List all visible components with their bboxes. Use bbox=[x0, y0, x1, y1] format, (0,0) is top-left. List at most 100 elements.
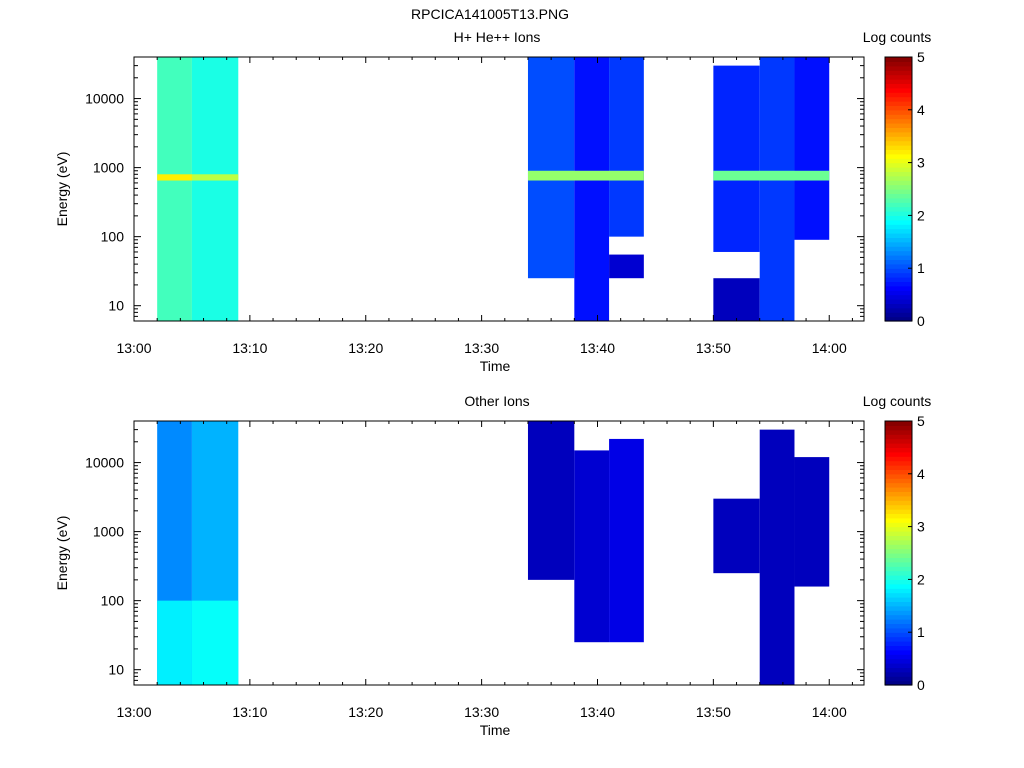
y-axis-label: Energy (eV) bbox=[54, 152, 70, 227]
x-tick-label: 13:50 bbox=[696, 340, 731, 356]
x-tick-label: 13:50 bbox=[696, 704, 731, 720]
x-tick-label: 13:20 bbox=[348, 340, 383, 356]
colorbar-segment bbox=[885, 513, 912, 519]
heatmap-cell bbox=[191, 600, 239, 685]
colorbar-segment bbox=[885, 535, 912, 541]
colorbar-segment bbox=[885, 197, 912, 203]
colorbar-segment bbox=[885, 272, 912, 278]
colorbar-segment bbox=[885, 680, 912, 686]
colorbar-segment bbox=[885, 202, 912, 208]
colorbar-segment bbox=[885, 127, 912, 133]
colorbar-segment bbox=[885, 632, 912, 638]
colorbar-segment bbox=[885, 224, 912, 230]
colorbar-tick-label: 2 bbox=[917, 207, 925, 223]
heatmap-cell bbox=[609, 254, 644, 279]
x-axis-label: Time bbox=[480, 358, 511, 374]
colorbar-segment bbox=[885, 544, 912, 550]
plot-frame bbox=[133, 56, 865, 322]
x-tick-label: 13:20 bbox=[348, 704, 383, 720]
colorbar-segment bbox=[885, 131, 912, 137]
x-tick-label: 13:40 bbox=[580, 704, 615, 720]
colorbar-segment bbox=[885, 219, 912, 225]
heatmap-cell bbox=[157, 600, 192, 685]
colorbar-segment bbox=[885, 469, 912, 475]
x-tick-label: 14:00 bbox=[812, 704, 847, 720]
colorbar-segment bbox=[885, 491, 912, 497]
colorbar-segment bbox=[885, 601, 912, 607]
other-ions-panel: Other Ions 13:00 13:10 13:20 13:30 13:40 13:5… bbox=[54, 393, 931, 738]
plot-frame bbox=[133, 420, 865, 686]
colorbar-segment bbox=[885, 522, 912, 528]
colorbar-segment bbox=[885, 237, 912, 243]
colorbar-segment bbox=[885, 460, 912, 466]
heatmap-cell bbox=[759, 429, 795, 685]
colorbar-segment bbox=[885, 623, 912, 629]
colorbar-segment bbox=[885, 123, 912, 128]
colorbar-segment bbox=[885, 149, 912, 155]
colorbar-segment bbox=[885, 658, 912, 664]
colorbar-segment bbox=[885, 645, 912, 651]
colorbar-segment bbox=[885, 189, 912, 194]
colorbar: 0 1 2 3 4 5 bbox=[884, 413, 925, 693]
colorbar-segment bbox=[885, 109, 912, 115]
heatmap-cell bbox=[527, 170, 644, 181]
colorbar-segment bbox=[885, 667, 912, 673]
colorbar-tick-label: 5 bbox=[917, 49, 925, 65]
colorbar-segment bbox=[885, 588, 912, 594]
x-tick-label: 13:00 bbox=[116, 340, 151, 356]
x-tick-label: 13:10 bbox=[232, 704, 267, 720]
hplus-heplus-panel: H+ He++ Ions 13:00 13:10 13:20 13:30 13:40 13… bbox=[54, 29, 931, 374]
y-tick-label: 10 bbox=[108, 662, 124, 678]
colorbar-segment bbox=[885, 605, 912, 611]
colorbar-tick-label: 5 bbox=[917, 413, 925, 429]
heatmap-cell bbox=[794, 57, 830, 240]
x-tick-label: 13:30 bbox=[464, 340, 499, 356]
y-tick-label: 10000 bbox=[85, 455, 124, 471]
colorbar-tick-label: 4 bbox=[917, 102, 925, 118]
colorbar-segment bbox=[885, 118, 912, 124]
colorbar-segment bbox=[885, 233, 912, 238]
colorbar-segment bbox=[885, 548, 912, 554]
colorbar-segment bbox=[885, 531, 912, 536]
colorbar-segment bbox=[885, 180, 912, 186]
colorbar-segment bbox=[885, 663, 912, 668]
colorbar-segment bbox=[885, 676, 912, 682]
colorbar-segment bbox=[885, 294, 912, 300]
colorbar-tick-label: 4 bbox=[917, 466, 925, 482]
colorbar-segment bbox=[885, 281, 912, 287]
colorbar-tick-label: 2 bbox=[917, 571, 925, 587]
colorbar-segment bbox=[885, 246, 912, 252]
colorbar-segment bbox=[885, 487, 912, 492]
heatmap-cell bbox=[713, 278, 760, 321]
heatmap-cell bbox=[609, 438, 644, 643]
colorbar-segment bbox=[885, 79, 912, 84]
axes: 13:00 13:10 13:20 13:30 13:40 13:50 14:00 10 100… bbox=[85, 56, 864, 356]
heatmap-cell bbox=[157, 174, 192, 181]
panel-title: Other Ions bbox=[464, 393, 529, 409]
colorbar-segment bbox=[885, 517, 912, 523]
heatmap-cell bbox=[574, 450, 610, 643]
colorbar-segment bbox=[885, 290, 912, 296]
heatmap-cell bbox=[713, 170, 830, 181]
colorbar-segment bbox=[885, 96, 912, 102]
heatmap-plot-area bbox=[157, 57, 830, 321]
colorbar-segment bbox=[885, 561, 912, 567]
heatmap-cell bbox=[191, 57, 239, 321]
colorbar-segment bbox=[885, 158, 912, 164]
colorbar-title: Log counts bbox=[863, 29, 932, 45]
x-tick-label: 13:30 bbox=[464, 704, 499, 720]
colorbar-segment bbox=[885, 583, 912, 589]
colorbar-segment bbox=[885, 566, 912, 572]
colorbar-segment bbox=[885, 206, 912, 212]
heatmap-cell bbox=[157, 57, 192, 321]
heatmap-cell bbox=[609, 57, 644, 237]
colorbar-frame bbox=[884, 420, 913, 686]
colorbar-segment bbox=[885, 171, 912, 177]
colorbar-segment bbox=[885, 627, 912, 633]
colorbar-segment bbox=[885, 614, 912, 620]
colorbar-segment bbox=[885, 434, 912, 440]
heatmap-cell bbox=[527, 57, 575, 279]
colorbar-segment bbox=[885, 671, 912, 677]
colorbar-segment bbox=[885, 425, 912, 431]
